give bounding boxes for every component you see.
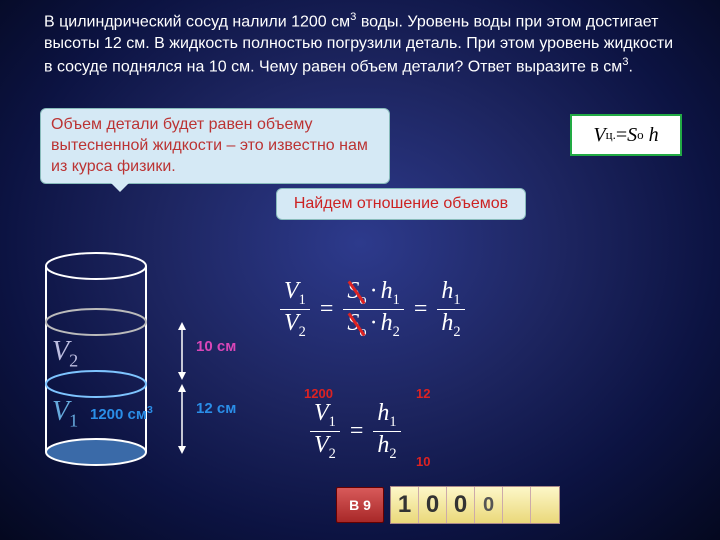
e2-h1: 1 <box>389 414 396 430</box>
e1-s2: 2 <box>299 323 306 339</box>
e1-eq1: = <box>320 296 334 323</box>
e1-h2d: 2 <box>393 323 400 339</box>
ans-d5[interactable] <box>503 487 531 523</box>
v2-label: V2 <box>52 336 78 372</box>
e1-hd: h <box>381 310 393 336</box>
f-eq: = <box>616 124 627 147</box>
frac2-h: h1 h2 <box>373 400 400 462</box>
e2-v1: V <box>314 400 329 426</box>
e2-h2: 2 <box>389 445 396 461</box>
e1-hd2: h <box>441 310 453 336</box>
callout-ratio: Найдем отношение объемов <box>276 188 526 220</box>
e1-v1: V <box>284 278 299 304</box>
ans-d1[interactable]: 1 <box>391 487 419 523</box>
problem-p1: В цилиндрический сосуд налили 1200 см <box>44 13 350 30</box>
answer-row: В 9 1 0 0 0 <box>336 486 560 524</box>
ann-1200: 1200 <box>304 386 333 401</box>
e1-h2d2: 2 <box>453 323 460 339</box>
height-10: 10 см <box>196 338 236 355</box>
f-ssub: o <box>637 127 644 143</box>
v1-sub: 1 <box>69 411 78 431</box>
e2-v2: V <box>314 432 329 458</box>
e1-s1: 1 <box>299 292 306 308</box>
callout-physics: Объем детали будет равен объему вытеснен… <box>40 108 390 184</box>
e1-v2: V <box>284 310 299 336</box>
equation-1: V1 V2 = So·h1 So·h2 = h1 h2 <box>280 278 465 340</box>
e1-eq2: = <box>414 296 428 323</box>
ann-12: 12 <box>416 386 430 401</box>
frac2-v: V1 V2 <box>310 400 340 462</box>
height-arrows <box>172 320 192 460</box>
frac-h1h2: h1 h2 <box>437 278 464 340</box>
so-strike-top: So <box>347 278 366 304</box>
e1-sd: S <box>347 310 359 336</box>
e1-h1n: 1 <box>393 292 400 308</box>
e2-s1: 1 <box>329 414 336 430</box>
slide: В цилиндрический сосуд налили 1200 см3 в… <box>0 0 720 540</box>
v2-sub: 2 <box>69 351 78 371</box>
e1-h1n2: 1 <box>453 292 460 308</box>
problem-dot: . <box>629 58 633 75</box>
e1-hn2: h <box>441 278 453 304</box>
ans-d2[interactable]: 0 <box>419 487 447 523</box>
equation-2: V1 V2 = h1 h2 <box>310 400 401 462</box>
e2-hd: h <box>377 432 389 458</box>
vol-txt: 1200 см <box>90 406 147 423</box>
e1-sod: o <box>359 323 366 339</box>
v2-v: V <box>52 336 69 367</box>
e1-dotn: · <box>367 278 381 304</box>
volume-formula: Vц. = So h <box>570 114 682 156</box>
e1-sn: S <box>347 278 359 304</box>
e2-hn: h <box>377 400 389 426</box>
v1-label: V1 <box>52 396 78 432</box>
frac-sh: So·h1 So·h2 <box>343 278 403 340</box>
f-vsub: ц. <box>606 127 616 143</box>
answer-grid: 1 0 0 0 <box>390 486 560 524</box>
ans-d3[interactable]: 0 <box>447 487 475 523</box>
v1-v: V <box>52 396 69 427</box>
e2-s2: 2 <box>329 445 336 461</box>
f-s: S <box>627 124 637 147</box>
task-badge: В 9 <box>336 487 384 523</box>
vol-sup: 3 <box>147 404 153 416</box>
ans-d6[interactable] <box>531 487 559 523</box>
volume-1200: 1200 см3 <box>90 404 153 423</box>
height-12: 12 см <box>196 400 236 417</box>
e1-hn: h <box>381 278 393 304</box>
ans-d4[interactable]: 0 <box>475 487 503 523</box>
ann-10: 10 <box>416 454 430 469</box>
e1-son: o <box>359 292 366 308</box>
f-h: h <box>649 124 659 147</box>
frac-v1v2: V1 V2 <box>280 278 310 340</box>
problem-text: В цилиндрический сосуд налили 1200 см3 в… <box>44 10 684 77</box>
e2-eq: = <box>350 418 364 445</box>
f-v: V <box>593 124 605 147</box>
so-strike-bot: So <box>347 310 366 336</box>
e1-dotd: · <box>367 310 381 336</box>
